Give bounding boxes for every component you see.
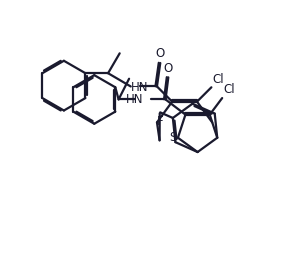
Text: O: O <box>164 62 173 74</box>
Text: Cl: Cl <box>213 73 224 86</box>
Text: HN: HN <box>131 81 149 93</box>
Text: F: F <box>157 115 164 128</box>
Text: HN: HN <box>125 93 143 106</box>
Text: S: S <box>169 131 176 144</box>
Text: Cl: Cl <box>223 83 235 96</box>
Text: O: O <box>156 47 165 60</box>
